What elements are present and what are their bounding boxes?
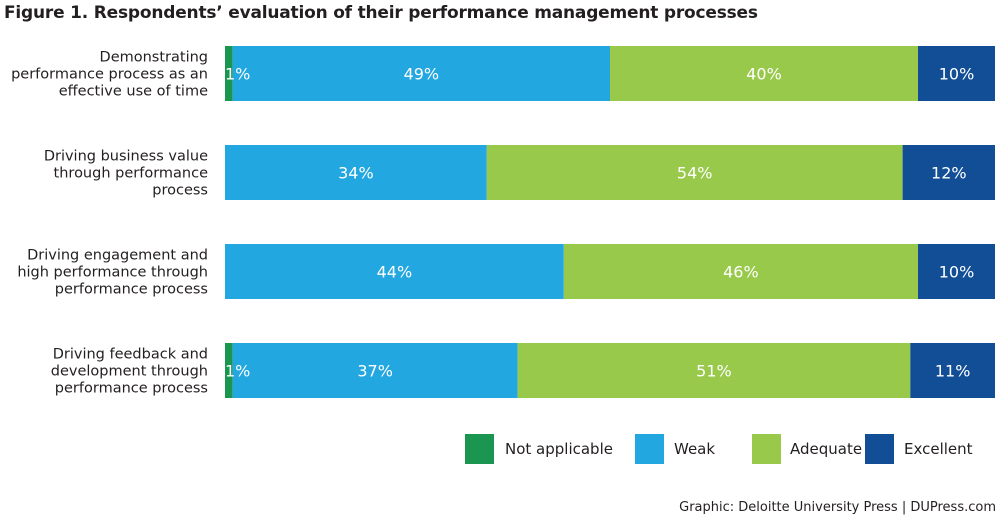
legend: Not applicable Weak Adequate Excellent [465, 434, 973, 464]
category-label-line: Driving business value [44, 149, 208, 165]
source-credit: Graphic: Deloitte University Press | DUP… [679, 500, 996, 515]
category-label-line: effective use of time [59, 84, 208, 100]
bars-group: 1% 49% 40% 10% 34% 54% 12% 44% 46% 10% 1% 37% 51% 11% [225, 46, 995, 398]
bar-segment-excellent [910, 343, 995, 398]
legend-label: Not applicable [505, 440, 613, 458]
category-label-line: performance process as an [11, 67, 208, 83]
data-label: 44% [377, 263, 413, 282]
legend-item: Not applicable [465, 434, 613, 464]
category-label-line: performance process [55, 282, 208, 298]
data-label: 1% [225, 362, 250, 381]
category-label-line: performance process [55, 381, 208, 397]
category-label-line: development through [51, 364, 208, 380]
data-label: 11% [935, 362, 971, 381]
category-label-line: through performance [54, 166, 209, 182]
bar-segment-adequate [486, 145, 903, 200]
data-label: 49% [404, 65, 440, 84]
bar-segment-adequate [563, 244, 918, 299]
bar-segment-excellent [918, 46, 995, 101]
bar-segment-weak [232, 343, 518, 398]
data-label: 37% [357, 362, 393, 381]
legend-swatch [635, 434, 664, 464]
category-label: Demonstrating performance process as an ef… [11, 50, 208, 100]
category-label: Driving feedback and development through p… [51, 347, 208, 397]
data-label: 40% [746, 65, 782, 84]
data-label: 10% [939, 65, 975, 84]
data-label: 10% [939, 263, 975, 282]
legend-item: Adequate [752, 434, 862, 464]
legend-item: Weak [635, 434, 715, 464]
bar-segment-excellent [918, 244, 995, 299]
data-label: 34% [338, 164, 374, 183]
bar-segment-adequate [610, 46, 918, 101]
category-label-line: high performance through [17, 265, 208, 281]
data-label: 54% [677, 164, 713, 183]
category-label-line: Driving engagement and [27, 248, 208, 264]
legend-label: Excellent [904, 440, 973, 458]
legend-item: Excellent [865, 434, 973, 464]
legend-label: Adequate [790, 440, 862, 458]
bar-segment-weak [225, 145, 487, 200]
category-label: Driving business value through performanc… [44, 149, 208, 199]
bar-segment-not-applicable [225, 46, 233, 101]
bar-segment-weak [232, 46, 610, 101]
category-labels-group: Demonstrating performance process as an ef… [11, 50, 208, 397]
data-label: 12% [931, 164, 967, 183]
bar-segment-excellent [902, 145, 995, 200]
bar-segment-adequate [517, 343, 911, 398]
chart-title: Figure 1. Respondents’ evaluation of the… [4, 3, 758, 23]
category-label-line: Demonstrating [100, 50, 208, 66]
legend-swatch [865, 434, 894, 464]
legend-swatch [752, 434, 781, 464]
data-label: 51% [696, 362, 732, 381]
data-label: 1% [225, 65, 250, 84]
bar-segment-not-applicable [225, 343, 233, 398]
bar-segment-weak [225, 244, 564, 299]
category-label-line: process [152, 183, 208, 199]
data-label: 46% [723, 263, 759, 282]
legend-label: Weak [674, 440, 715, 458]
category-label-line: Driving feedback and [53, 347, 208, 363]
legend-swatch [465, 434, 494, 464]
category-label: Driving engagement and high performance t… [17, 248, 208, 298]
